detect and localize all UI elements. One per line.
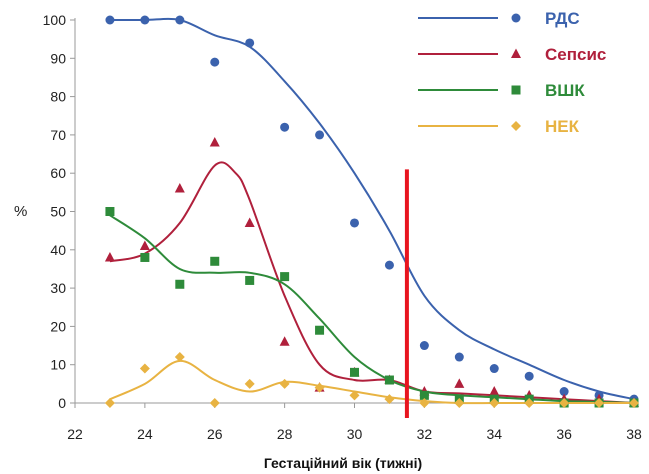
y-tick-label: 40	[50, 242, 66, 258]
data-point-3	[139, 363, 150, 374]
data-point-3	[524, 398, 535, 408]
data-point-3	[209, 398, 220, 408]
y-axis-label: %	[14, 203, 27, 220]
data-point-0	[384, 260, 394, 270]
data-point-3	[349, 390, 360, 401]
y-tick-label: 10	[50, 357, 66, 373]
y-tick-label: 80	[50, 89, 66, 105]
data-point-1	[174, 183, 185, 193]
legend: РДС Сепсис ВШК НЕК	[418, 9, 606, 136]
data-point-0	[350, 218, 359, 228]
data-point-3	[174, 352, 185, 363]
data-point-0	[245, 38, 255, 48]
data-point-3	[314, 382, 325, 393]
y-tick-label: 70	[50, 127, 66, 143]
data-point-3	[559, 398, 570, 408]
data-point-0	[559, 387, 569, 397]
legend-marker	[511, 85, 521, 95]
data-point-1	[489, 386, 500, 396]
x-tick-label: 38	[626, 426, 642, 442]
legend-marker	[511, 48, 521, 58]
data-point-0	[454, 352, 464, 362]
trend-line-2	[109, 214, 635, 404]
x-tick-label: 32	[417, 426, 433, 442]
data-point-3	[629, 398, 639, 408]
y-tick-label: 50	[50, 204, 66, 220]
trend-line-0	[109, 17, 635, 401]
x-tick-label: 26	[207, 426, 223, 442]
data-point-2	[105, 207, 115, 216]
data-point-3	[489, 398, 500, 408]
data-point-2	[140, 252, 150, 262]
x-axis-label: Гестаційний вік (тижні)	[264, 455, 422, 471]
x-tick-label: 28	[277, 426, 293, 442]
data-point-2	[315, 325, 325, 335]
legend-marker	[511, 13, 521, 23]
data-point-3	[384, 394, 395, 405]
data-point-1	[244, 217, 255, 227]
data-point-2	[350, 367, 359, 377]
data-point-3	[104, 398, 115, 408]
legend-label: Сепсис	[545, 45, 606, 64]
data-point-3	[419, 398, 430, 408]
data-point-0	[489, 364, 499, 374]
legend-marker	[511, 121, 521, 131]
x-tick-label: 30	[347, 426, 363, 442]
data-point-1	[139, 240, 150, 250]
data-point-2	[210, 256, 220, 266]
data-point-0	[105, 15, 115, 25]
x-axis-ticks: 22 24 26 28 30 32 34 36 38	[67, 403, 642, 442]
trend-line-3	[109, 359, 634, 405]
data-point-2	[419, 390, 429, 400]
data-point-3	[454, 398, 465, 408]
y-tick-label: 0	[58, 395, 66, 411]
data-point-2	[245, 275, 255, 285]
chart-axes	[74, 18, 638, 404]
y-tick-label: 60	[50, 165, 66, 181]
legend-label: ВШК	[545, 81, 585, 100]
trend-line-1	[109, 161, 635, 404]
data-point-1	[454, 378, 465, 388]
y-tick-label: 30	[50, 280, 66, 296]
data-point-1	[279, 336, 290, 346]
data-point-3	[279, 378, 290, 389]
data-markers	[104, 15, 639, 408]
data-point-1	[209, 137, 220, 147]
data-point-3	[594, 398, 605, 408]
data-point-3	[244, 378, 255, 389]
x-tick-label: 34	[486, 426, 502, 442]
x-tick-label: 22	[67, 426, 83, 442]
y-axis-ticks: 0 10 20 30 40 50 60 70 80 90 100	[43, 12, 75, 411]
data-point-0	[524, 371, 534, 381]
y-tick-label: 20	[50, 318, 66, 334]
y-tick-label: 90	[50, 50, 66, 66]
data-point-2	[384, 375, 394, 385]
data-point-2	[175, 279, 185, 289]
data-point-0	[210, 57, 220, 67]
legend-label: РДС	[545, 9, 580, 28]
x-tick-label: 24	[137, 426, 153, 442]
y-tick-label: 100	[43, 12, 67, 28]
data-point-0	[175, 15, 185, 25]
data-point-2	[280, 272, 290, 282]
data-point-0	[280, 122, 290, 132]
data-point-0	[419, 341, 429, 351]
data-point-1	[104, 251, 115, 262]
x-tick-label: 36	[556, 426, 572, 442]
data-point-0	[140, 15, 150, 25]
legend-label: НЕК	[545, 117, 580, 136]
data-point-0	[315, 130, 325, 140]
trend-lines	[109, 17, 635, 405]
